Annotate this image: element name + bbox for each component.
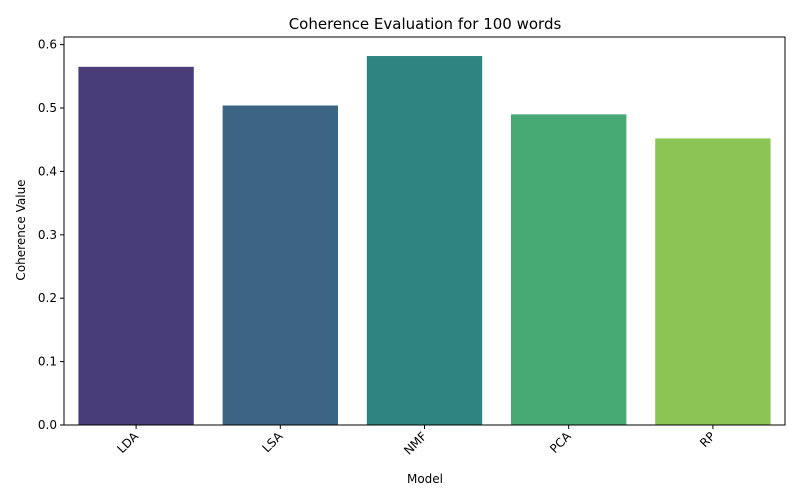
y-axis-ticks: 0.0 0.1 0.2 0.3 0.4 0.5 0.6 — [38, 38, 64, 432]
x-axis-label: Model — [407, 472, 443, 486]
x-axis-ticks: LDA LSA NMF PCA RP — [114, 425, 718, 458]
x-tick-label: LSA — [259, 429, 286, 456]
bar-lsa — [222, 105, 338, 426]
y-tick-label: 0.3 — [38, 228, 57, 242]
chart-title: Coherence Evaluation for 100 words — [289, 15, 562, 33]
bar-rp — [655, 138, 771, 425]
y-tick-label: 0.1 — [38, 355, 57, 369]
y-tick-label: 0.5 — [38, 101, 57, 115]
y-tick-label: 0.4 — [38, 164, 57, 178]
x-tick-label: NMF — [401, 429, 430, 458]
bar-lda — [78, 66, 194, 425]
bars-group — [78, 56, 771, 426]
x-tick-label: LDA — [114, 429, 141, 456]
plot-frame — [63, 36, 786, 426]
bar-nmf — [366, 56, 483, 426]
x-tick-label: PCA — [547, 429, 574, 456]
bar-pca — [511, 114, 627, 425]
y-tick-label: 0.2 — [38, 291, 57, 305]
y-tick-label: 0.6 — [38, 38, 57, 52]
x-tick-label: RP — [697, 429, 718, 450]
y-axis-label: Coherence Value — [14, 179, 28, 280]
y-tick-label: 0.0 — [38, 418, 57, 432]
